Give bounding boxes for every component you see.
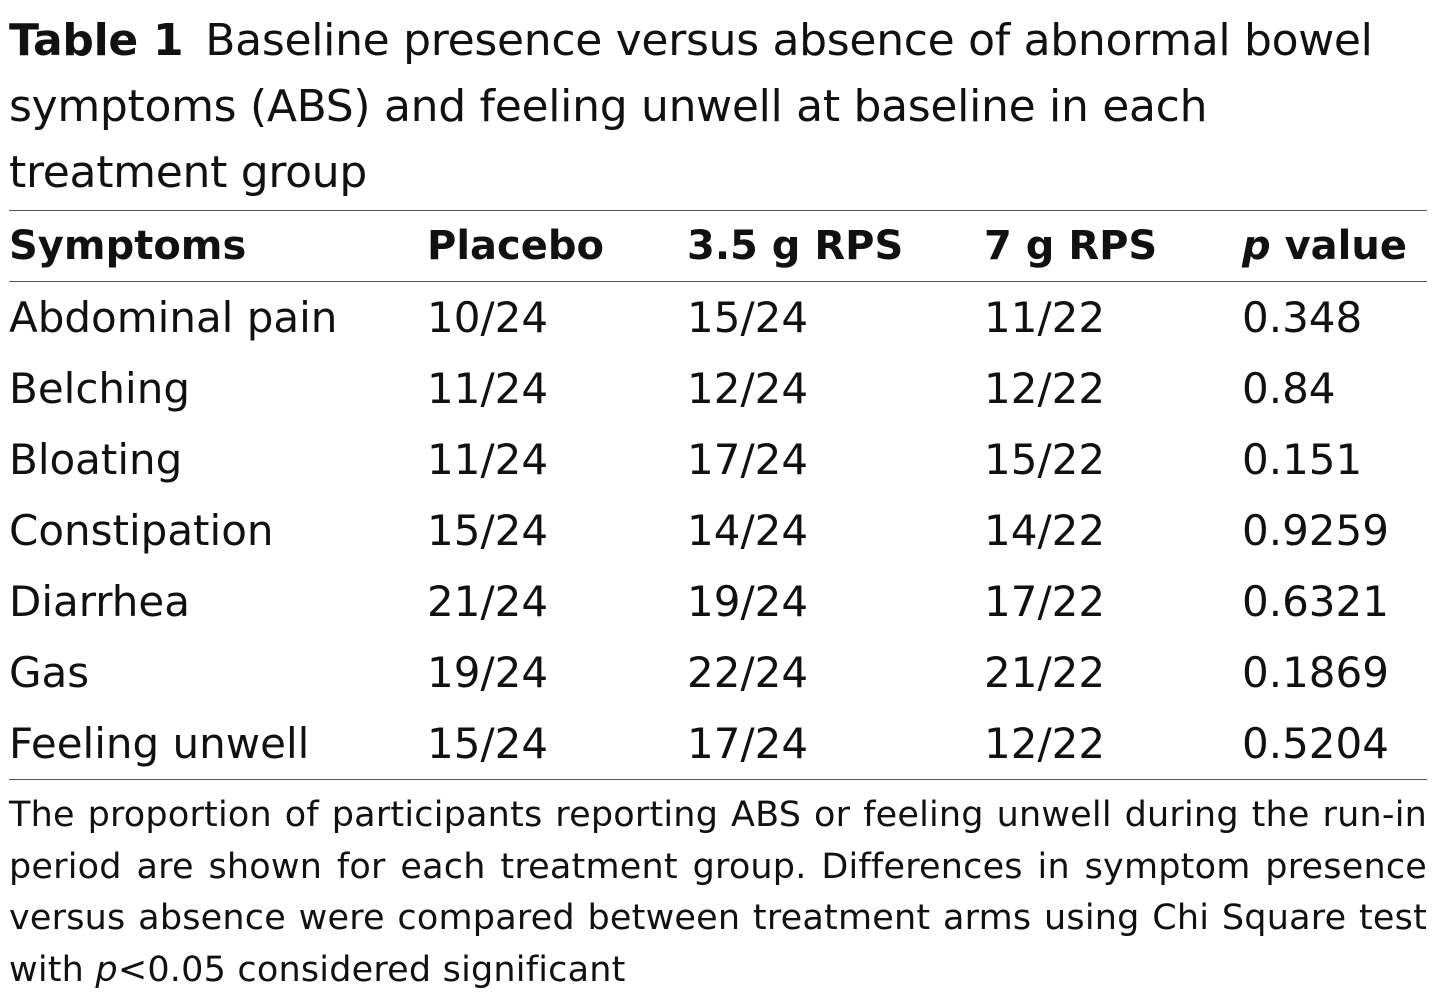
header-p-italic: p xyxy=(1242,223,1271,269)
cell-rps-3-5g: 22/24 xyxy=(687,648,809,697)
cell-p-value: 0.1869 xyxy=(1242,648,1389,697)
cell-rps-3-5g: 12/24 xyxy=(687,364,809,413)
cell-rps-3-5g: 19/24 xyxy=(687,577,809,626)
table-row: Constipation 15/24 14/24 14/22 0.9259 xyxy=(9,495,1427,566)
header-p-value: p value xyxy=(1242,211,1427,282)
header-rps-3-5g: 3.5 g RPS xyxy=(687,223,904,269)
cell-rps-7g: 12/22 xyxy=(984,719,1106,768)
table-row: Abdominal pain 10/24 15/24 11/22 0.348 xyxy=(9,282,1427,354)
cell-rps-7g: 17/22 xyxy=(984,577,1106,626)
cell-symptom: Belching xyxy=(9,364,190,413)
cell-rps-3-5g: 15/24 xyxy=(687,293,809,342)
header-placebo: Placebo xyxy=(427,223,604,269)
cell-symptom: Constipation xyxy=(9,506,274,555)
table-row: Feeling unwell 15/24 17/24 12/22 0.5204 xyxy=(9,708,1427,780)
header-row: Symptoms Placebo 3.5 g RPS 7 g RPS p val… xyxy=(9,210,1427,282)
table-row: Belching 11/24 12/24 12/22 0.84 xyxy=(9,353,1427,424)
cell-placebo: 15/24 xyxy=(427,719,549,768)
cell-symptom: Feeling unwell xyxy=(9,719,310,768)
cell-p-value: 0.9259 xyxy=(1242,506,1389,555)
cell-placebo: 11/24 xyxy=(427,435,549,484)
cell-p-value: 0.151 xyxy=(1242,435,1363,484)
table-footnote: The proportion of participants reporting… xyxy=(9,790,1427,996)
header-p-rest: value xyxy=(1270,223,1407,269)
cell-rps-3-5g: 17/24 xyxy=(687,435,809,484)
table-row: Gas 19/24 22/24 21/22 0.1869 xyxy=(9,637,1427,708)
cell-placebo: 15/24 xyxy=(427,506,549,555)
cell-placebo: 10/24 xyxy=(427,293,549,342)
cell-symptom: Bloating xyxy=(9,435,183,484)
cell-rps-3-5g: 17/24 xyxy=(687,719,809,768)
cell-p-value: 0.6321 xyxy=(1242,577,1389,626)
cell-rps-7g: 14/22 xyxy=(984,506,1106,555)
cell-rps-3-5g: 14/24 xyxy=(687,506,809,555)
table-figure: Table 1 Baseline presence versus absence … xyxy=(9,0,1427,996)
footnote-text-1: The proportion of participants reporting… xyxy=(9,795,1427,990)
table-row: Bloating 11/24 17/24 15/22 0.151 xyxy=(9,424,1427,495)
cell-rps-7g: 15/22 xyxy=(984,435,1106,484)
cell-symptom: Gas xyxy=(9,648,90,697)
cell-p-value: 0.5204 xyxy=(1242,719,1389,768)
cell-rps-7g: 21/22 xyxy=(984,648,1106,697)
cell-p-value: 0.84 xyxy=(1242,364,1336,413)
cell-placebo: 11/24 xyxy=(427,364,549,413)
caption-text: Baseline presence versus absence of abno… xyxy=(9,15,1373,198)
cell-p-value: 0.348 xyxy=(1242,293,1363,342)
cell-rps-7g: 11/22 xyxy=(984,293,1106,342)
table-row: Diarrhea 21/24 19/24 17/22 0.6321 xyxy=(9,566,1427,637)
table-caption: Table 1 Baseline presence versus absence … xyxy=(9,8,1427,206)
header-rps-7g: 7 g RPS xyxy=(984,223,1158,269)
cell-symptom: Abdominal pain xyxy=(9,293,338,342)
caption-label: Table 1 xyxy=(9,15,184,66)
cell-placebo: 19/24 xyxy=(427,648,549,697)
footnote-text-2: <0.05 considered significant xyxy=(117,949,626,990)
footnote-p-italic: p xyxy=(95,949,118,990)
data-table: Symptoms Placebo 3.5 g RPS 7 g RPS p val… xyxy=(9,210,1427,780)
header-symptoms: Symptoms xyxy=(9,223,247,269)
cell-rps-7g: 12/22 xyxy=(984,364,1106,413)
cell-symptom: Diarrhea xyxy=(9,577,191,626)
cell-placebo: 21/24 xyxy=(427,577,549,626)
